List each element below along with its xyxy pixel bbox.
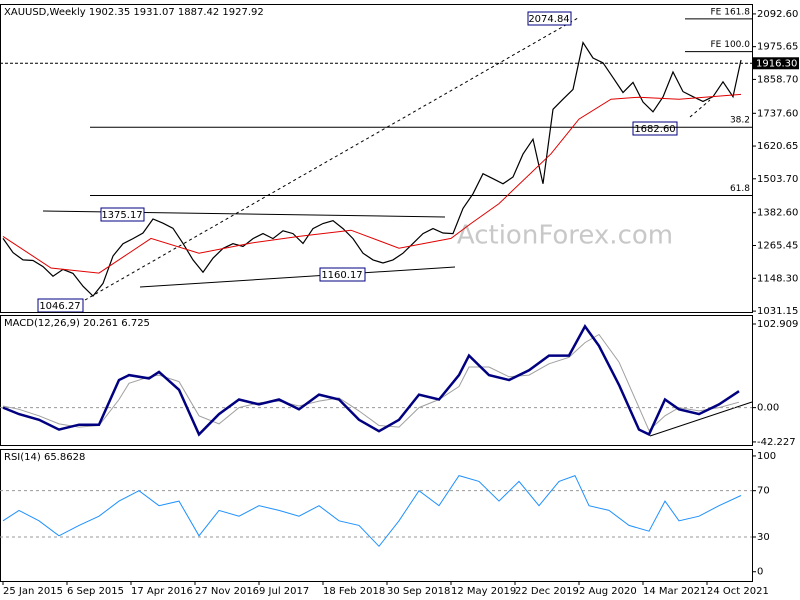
y-tick-label: 70 — [757, 486, 770, 497]
annotations: 2074.84 1375.17 1160.17 1046.27 1682.60 — [37, 11, 678, 313]
y-tick-label: 0.00 — [757, 403, 779, 414]
y-tick-label: 100 — [757, 451, 776, 462]
series-line — [2, 333, 740, 432]
x-tick-label: 27 Nov 2016 — [195, 586, 259, 597]
x-tick-label: 9 Jul 2017 — [259, 586, 309, 597]
panel-title: RSI(14) 65.8628 — [4, 452, 85, 463]
y-tick-label: 1737.60 — [757, 108, 798, 119]
series-line — [2, 474, 742, 548]
label-box — [100, 207, 145, 222]
fib-label: FE 161.8 — [711, 7, 751, 17]
x-tick-label: 14 Mar 2021 — [643, 586, 706, 597]
panel-title: XAUUSD,Weekly 1902.35 1931.07 1887.42 19… — [4, 7, 264, 18]
y-tick-label: 1620.65 — [757, 141, 798, 152]
trend-line — [649, 401, 753, 437]
watermark: ActionForex.com — [457, 221, 673, 251]
y-tick-label: 2092.60 — [757, 9, 798, 20]
y-tick-label: 1148.30 — [757, 273, 798, 284]
y-tick-label: 1265.45 — [757, 241, 798, 252]
panel-title: MACD(12,26,9) 20.261 6.725 — [4, 318, 150, 329]
panel-frame — [0, 4, 753, 313]
series-line — [2, 324, 740, 437]
fib-label: 38.2 — [730, 116, 750, 126]
y-tick-label: 1858.70 — [757, 74, 798, 85]
annotation: 1046.27 — [39, 301, 80, 312]
x-tick-label: 30 Sep 2018 — [387, 586, 450, 597]
x-tick-label: 18 Feb 2018 — [323, 586, 385, 597]
fib-label: 61.8 — [730, 184, 750, 194]
y-tick-label: 1031.15 — [757, 306, 798, 317]
x-tick-label: 2 Aug 2020 — [579, 586, 637, 597]
y-tick-label: 0 — [757, 567, 763, 578]
fib-label: FE 100.0 — [711, 40, 751, 50]
x-tick-label: 17 Apr 2016 — [131, 586, 193, 597]
panel-frame — [0, 449, 753, 582]
x-tick-label: 24 Oct 2021 — [707, 586, 769, 597]
x-tick-label: 12 May 2019 — [451, 586, 516, 597]
y-tick-label: 1503.70 — [757, 174, 798, 185]
y-tick-label: 102.909 — [757, 319, 798, 330]
x-tick-label: 6 Sep 2015 — [67, 586, 124, 597]
trend-line — [689, 99, 711, 118]
trend-line — [139, 266, 456, 288]
annotation: 1160.17 — [321, 270, 362, 281]
trend-line — [84, 17, 579, 301]
y-tick-label: 1975.65 — [757, 42, 798, 53]
panel-frame — [0, 315, 753, 446]
price-box — [753, 57, 799, 70]
series-line — [2, 93, 742, 274]
series-line — [2, 41, 742, 297]
annotation: 1375.17 — [101, 210, 142, 221]
label-box — [319, 267, 366, 282]
label-box — [527, 11, 572, 26]
y-tick-label: 1382.60 — [757, 208, 798, 219]
annotation: 2074.84 — [528, 14, 569, 25]
y-tick-label: 30 — [757, 532, 770, 543]
x-tick-label: 22 Dec 2019 — [515, 586, 579, 597]
annotation: 1682.60 — [634, 124, 675, 135]
x-tick-label: 25 Jan 2015 — [3, 586, 63, 597]
price-label: 1916.30 — [756, 58, 797, 69]
label-box — [632, 121, 678, 136]
y-tick-label: -42.227 — [757, 437, 796, 448]
